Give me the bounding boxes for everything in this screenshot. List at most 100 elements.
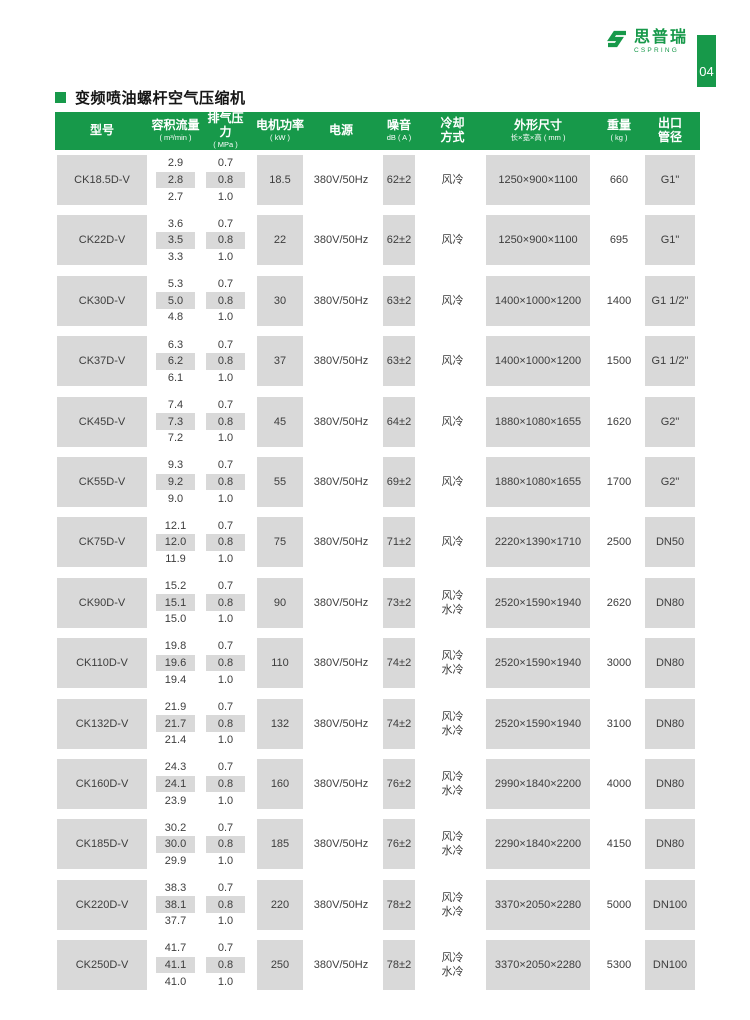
flow-cell: 30.2 30.0 29.9: [149, 819, 202, 869]
table-row: CK220D-V 38.3 38.1 37.7 0.7 0.8 1.0 220 380V…: [55, 879, 700, 930]
noise-value: 71±2: [383, 517, 415, 568]
flow-value: 23.9: [164, 794, 187, 807]
cooling-cell: 风冷 水冷: [427, 638, 478, 688]
header-noise: 噪音 dB ( A ): [371, 118, 427, 142]
cooling-cell: 风冷 水冷: [427, 759, 478, 809]
pressure-value: 1.0: [217, 734, 234, 747]
noise-cell: 74±2: [371, 698, 427, 749]
flow-cell: 6.3 6.2 6.1: [149, 336, 202, 386]
model-value: CK30D-V: [57, 275, 147, 326]
header-cooling: 冷却 方式: [427, 116, 478, 145]
supply-cell: 380V/50Hz: [313, 294, 369, 307]
outlet-value: DN80: [645, 638, 695, 689]
power-value: 55: [257, 456, 303, 507]
pressure-value: 0.7: [217, 278, 234, 291]
dims-value: 2990×1840×2200: [486, 758, 590, 809]
outlet-cell: DN80: [640, 758, 700, 809]
power-value: 132: [257, 698, 303, 749]
weight-cell: 1620: [606, 415, 632, 428]
dims-cell: 3370×2050×2280: [478, 879, 598, 930]
cooling-cell: 风冷 水冷: [427, 940, 478, 990]
pressure-cell: 0.7 0.8 1.0: [202, 397, 249, 447]
flow-value: 2.9: [167, 157, 184, 170]
power-cell: 22: [249, 215, 311, 266]
table-body: CK18.5D-V 2.9 2.8 2.7 0.7 0.8 1.0 18.5 380V/…: [55, 155, 700, 991]
power-value: 160: [257, 758, 303, 809]
dims-cell: 1250×900×1100: [478, 215, 598, 266]
flow-value: 9.2: [156, 473, 195, 491]
header-pressure-sub: ( MPa ): [213, 139, 238, 149]
cooling-cell: 风冷 水冷: [427, 578, 478, 628]
title-bullet-icon: [55, 92, 66, 103]
dims-value: 1880×1080×1655: [486, 396, 590, 447]
dims-value: 3370×2050×2280: [486, 879, 590, 930]
model-cell: CK18.5D-V: [55, 155, 149, 205]
flow-value: 41.1: [156, 956, 195, 974]
header-pressure-label: 排气压力: [207, 111, 244, 140]
model-value: CK55D-V: [57, 456, 147, 507]
table-row: CK55D-V 9.3 9.2 9.0 0.7 0.8 1.0 55 380V/50Hz…: [55, 456, 700, 507]
model-cell: CK45D-V: [55, 396, 149, 447]
power-cell: 37: [249, 336, 311, 387]
supply-cell: 380V/50Hz: [313, 415, 369, 428]
cooling-value: 风冷: [441, 174, 464, 186]
dims-value: 1400×1000×1200: [486, 336, 590, 387]
pressure-value: 0.8: [206, 835, 245, 853]
pressure-value: 0.8: [206, 413, 245, 430]
dims-cell: 2990×1840×2200: [478, 758, 598, 809]
flow-value: 6.3: [167, 338, 184, 351]
pressure-value: 1.0: [217, 432, 234, 445]
pressure-value: 0.7: [217, 821, 234, 834]
power-value: 185: [257, 819, 303, 870]
flow-cell: 5.3 5.0 4.8: [149, 276, 202, 326]
cooling-cell: 风冷: [427, 276, 478, 326]
noise-cell: 62±2: [371, 155, 427, 205]
power-cell: 160: [249, 758, 311, 809]
pressure-value: 0.8: [206, 594, 245, 612]
noise-cell: 74±2: [371, 638, 427, 689]
pressure-value: 1.0: [217, 190, 234, 203]
flow-value: 12.0: [156, 534, 195, 551]
flow-value: 24.3: [164, 761, 187, 774]
supply-cell: 380V/50Hz: [313, 777, 369, 790]
flow-cell: 19.8 19.6 19.4: [149, 638, 202, 688]
outlet-cell: DN80: [640, 698, 700, 749]
header-dims: 外形尺寸 长×宽×高 ( mm ): [478, 118, 598, 142]
outlet-value: DN50: [645, 517, 695, 568]
dims-value: 2520×1590×1940: [486, 638, 590, 689]
pressure-value: 1.0: [217, 673, 234, 686]
weight-cell: 660: [609, 174, 629, 186]
noise-cell: 73±2: [371, 577, 427, 628]
noise-value: 63±2: [383, 336, 415, 387]
table-row: CK30D-V 5.3 5.0 4.8 0.7 0.8 1.0 30 380V/50Hz…: [55, 275, 700, 326]
header-power-label: 电机功率: [255, 118, 304, 133]
supply-cell: 380V/50Hz: [313, 174, 369, 186]
pressure-value: 0.8: [206, 654, 245, 672]
power-cell: 132: [249, 698, 311, 749]
weight-cell: 1400: [606, 294, 632, 307]
model-value: CK220D-V: [57, 879, 147, 930]
model-cell: CK250D-V: [55, 940, 149, 991]
noise-cell: 63±2: [371, 336, 427, 387]
cooling-cell: 风冷 水冷: [427, 819, 478, 869]
outlet-value: G1": [645, 155, 695, 205]
pressure-cell: 0.7 0.8 1.0: [202, 880, 249, 930]
dims-value: 3370×2050×2280: [486, 940, 590, 991]
flow-value: 7.3: [156, 413, 195, 430]
pressure-cell: 0.7 0.8 1.0: [202, 336, 249, 386]
header-power-sub: ( kW ): [270, 133, 290, 143]
pressure-value: 0.7: [217, 398, 234, 411]
pressure-value: 1.0: [217, 794, 234, 807]
header-supply: 电源: [311, 123, 371, 138]
cooling-value: 水冷: [441, 664, 464, 677]
outlet-cell: G1 1/2": [640, 336, 700, 387]
model-value: CK110D-V: [57, 638, 147, 689]
table-row: CK250D-V 41.7 41.1 41.0 0.7 0.8 1.0 250 380V…: [55, 940, 700, 991]
flow-value: 5.3: [167, 278, 184, 291]
outlet-cell: G1": [640, 155, 700, 205]
table-row: CK37D-V 6.3 6.2 6.1 0.7 0.8 1.0 37 380V/50Hz…: [55, 336, 700, 387]
table-row: CK75D-V 12.1 12.0 11.9 0.7 0.8 1.0 75 380V/5…: [55, 517, 700, 568]
pressure-value: 0.7: [217, 217, 234, 230]
model-value: CK75D-V: [57, 517, 147, 568]
flow-cell: 9.3 9.2 9.0: [149, 457, 202, 507]
